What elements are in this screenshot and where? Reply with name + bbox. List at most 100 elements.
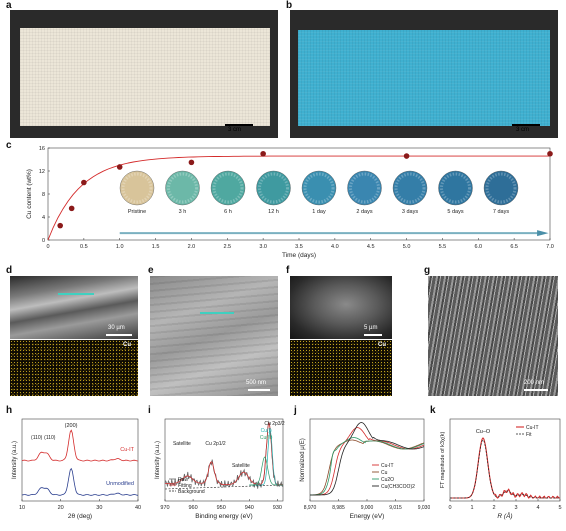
data-point-c [68,205,75,212]
x-axis-label-h: 2θ (deg) [68,513,92,520]
eds-map-f: Cu [290,340,392,396]
chart-i-xps: 970 960 950 940 930 Binding energy (eV) Intens… [155,418,285,520]
plot-frame-h [21,418,139,502]
x-tick-label-c: 5.0 [403,244,411,250]
x-axis-label-j: Energy (eV) [350,513,385,520]
annotation-i: Satellite [173,441,191,447]
x-tick-label-c: 7.0 [546,244,554,250]
x-tick-label-i: 940 [245,505,254,511]
series-line-j-2 [310,437,425,496]
fabric-weave-6 [394,172,426,204]
y-axis-label-c: Cu content (wt%) [26,169,33,219]
blue-fabric-photo: 3 cm [290,10,558,138]
sem-image-g: 200 nm [428,276,558,396]
scale-text-a: 3 cm [228,127,242,133]
series-line-cu-it-h [21,429,139,462]
element-label-d: Cu [123,342,131,348]
inset-label-c: 1 day [312,209,326,215]
x-tick-label-c: 2.0 [188,244,196,250]
inset-label-c: 12 h [268,209,279,215]
fabric-weave-0 [121,172,153,204]
inset-label-c: 3 days [402,209,418,215]
legend-label-j: Cu(CH3COO)2 [381,484,415,490]
inset-label-c: 7 days [493,209,509,215]
panel-label-b: b [286,0,293,11]
panel-label-c: c [6,140,12,151]
annotation-i: Cu(II) [260,435,273,441]
inset-label-c: 3 h [179,209,187,215]
chart-h-xrd: 10 20 30 40 2θ (deg) Intensity (a.u.) (200) (11… [12,418,141,520]
legend-label-j: Cu-IT [381,463,394,469]
fiber-arrow-e [200,312,234,314]
scale-bar-g [524,389,548,391]
y-tick-label-c: 0 [42,238,45,244]
panel-label-j: j [294,405,297,416]
x-tick-label-i: 970 [160,505,169,511]
legend-label-j: Cu [381,470,388,476]
chart-c-copper-content: 0 0.5 1.0 1.5 2.0 2.5 3.0 3.5 4.0 4.5 5.0 5.5 6.0 6.5… [26,146,554,259]
panel-label-g: g [424,265,431,276]
series-line-j-3 [310,422,425,496]
data-point-c [188,159,195,166]
time-arrow-head-c [537,230,549,237]
annotation-h: (110) [44,435,56,441]
fabric-swatch-8 [483,170,519,206]
x-tick-label-h: 30 [96,505,102,511]
fabric-swatch-3 [256,170,291,206]
panel-label-k: k [430,405,436,416]
y-tick-label-c: 4 [42,215,45,221]
x-tick-label-c: 6.0 [474,244,482,250]
series-line-cu-it-k [450,437,560,499]
scale-text-e: 500 nm [246,380,267,386]
data-point-c [260,150,266,157]
x-tick-label-i: 960 [189,505,198,511]
x-tick-label-k: 0 [448,505,451,511]
annotation-i: Cu(I) [261,428,272,434]
data-point-c [81,179,87,186]
fabric-weave-7 [440,172,471,204]
annotation-k: Cu–O [476,429,491,435]
inset-label-c: 5 days [447,209,463,215]
y-axis-label-i: Intensity (a.u.) [155,441,161,479]
scale-text-g: 200 nm [524,380,545,386]
y-tick-label-c: 12 [39,169,45,175]
sem-image-f: 5 µm [290,276,392,339]
scale-text-f: 5 µm [364,325,378,331]
chart-k-exafs: 0 1 2 3 4 5 R (Å) FT magnitude of k3χ(k) Cu–O Cu-… [440,418,562,520]
x-tick-label-c: 0 [46,244,49,250]
data-point-c [547,150,553,157]
white-fabric [20,28,270,126]
inset-label-c: 2 days [356,209,372,215]
eds-map-d: Cu [10,340,138,396]
x-axis-label-i: Binding energy (eV) [195,513,252,520]
x-tick-label-i: 950 [217,505,226,511]
legend-label-k: Fit [526,432,532,438]
data-point-c [116,164,123,170]
fabric-weave-3 [258,172,289,204]
scale-bar-a [225,124,253,126]
data-point-c [403,153,410,159]
inset-label-c: 6 h [224,209,232,215]
x-tick-label-j: 9,000 [361,505,374,511]
x-tick-label-k: 2 [492,505,495,511]
x-tick-label-k: 1 [470,505,473,511]
x-tick-label-h: 20 [58,505,64,511]
fiber-arrow [58,293,94,295]
x-tick-label-j: 9,015 [389,505,402,511]
scale-bar-f [364,334,382,336]
x-tick-label-h: 40 [135,505,141,511]
panel-label-f: f [286,265,290,276]
legend-label-i: Background [178,489,205,495]
y-tick-label-c: 16 [39,146,45,152]
x-axis-label-c: Time (days) [282,252,316,259]
x-tick-label-c: 3.5 [295,244,303,250]
panel-label-h: h [6,405,13,416]
x-tick-label-h: 10 [19,505,25,511]
legend-label-h: Cu-IT [120,447,134,453]
y-axis-label-j: Normalized μ(E) [300,438,306,481]
panel-label-a: a [6,0,12,11]
y-axis-label-h: Intensity (a.u.) [12,441,18,479]
legend-label-j: Cu2O [381,477,394,483]
legend-label-i: Raw [178,477,188,483]
scale-bar-d [106,334,132,336]
